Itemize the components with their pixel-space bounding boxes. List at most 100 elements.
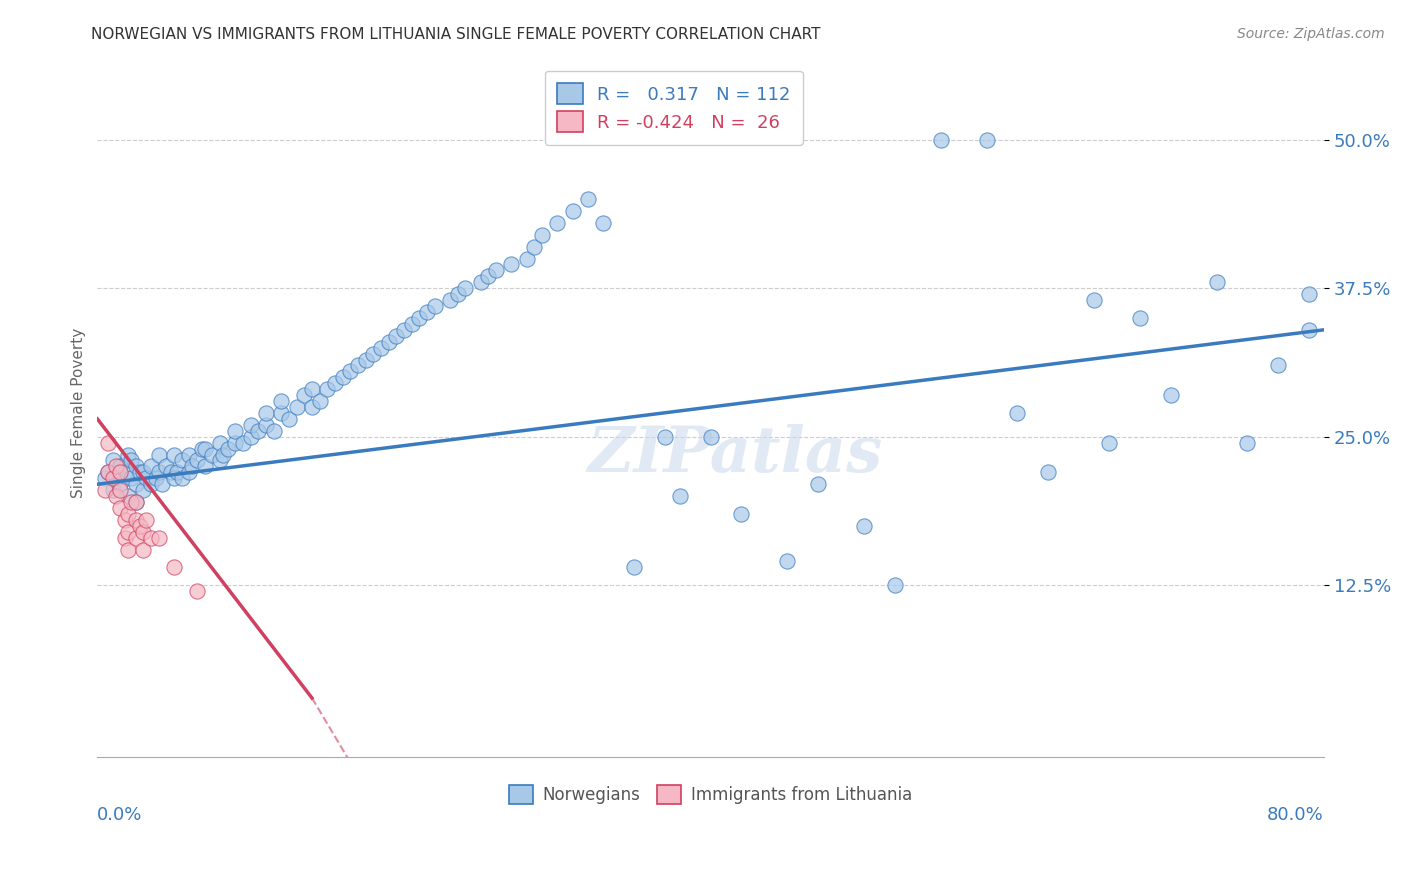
Text: ZIPatlas: ZIPatlas xyxy=(588,424,883,485)
Point xyxy=(370,341,392,355)
Point xyxy=(186,453,208,467)
Point xyxy=(129,466,152,480)
Point xyxy=(166,466,188,480)
Point xyxy=(125,513,148,527)
Point xyxy=(132,483,155,498)
Point xyxy=(224,424,246,438)
Point xyxy=(132,466,155,480)
Point xyxy=(114,513,136,527)
Point xyxy=(186,584,208,599)
Point xyxy=(114,531,136,545)
Point xyxy=(485,263,508,277)
Point xyxy=(416,305,439,319)
Point xyxy=(104,471,127,485)
Point xyxy=(852,518,875,533)
Y-axis label: Single Female Poverty: Single Female Poverty xyxy=(72,328,86,498)
Point xyxy=(339,364,361,378)
Point xyxy=(1129,310,1152,325)
Text: NORWEGIAN VS IMMIGRANTS FROM LITHUANIA SINGLE FEMALE POVERTY CORRELATION CHART: NORWEGIAN VS IMMIGRANTS FROM LITHUANIA S… xyxy=(91,27,821,42)
Point xyxy=(385,328,408,343)
Point xyxy=(190,442,212,456)
Point xyxy=(208,453,231,467)
Point xyxy=(530,227,553,242)
Point xyxy=(148,448,170,462)
Point xyxy=(145,471,167,485)
Point xyxy=(101,471,124,485)
Point xyxy=(1298,287,1320,301)
Point xyxy=(546,216,568,230)
Point xyxy=(163,448,186,462)
Point xyxy=(110,477,132,491)
Point xyxy=(163,471,186,485)
Point xyxy=(120,495,142,509)
Point xyxy=(201,448,224,462)
Point xyxy=(669,489,692,503)
Point xyxy=(110,459,132,474)
Point xyxy=(1298,323,1320,337)
Point xyxy=(423,299,446,313)
Point xyxy=(301,382,323,396)
Point xyxy=(454,281,477,295)
Point xyxy=(377,334,399,349)
Point xyxy=(323,376,346,391)
Point xyxy=(224,435,246,450)
Point xyxy=(212,448,235,462)
Point xyxy=(170,471,193,485)
Point xyxy=(501,258,523,272)
Point xyxy=(94,471,117,485)
Point xyxy=(477,269,499,284)
Point xyxy=(179,448,201,462)
Point xyxy=(170,453,193,467)
Point xyxy=(654,430,676,444)
Point xyxy=(125,495,148,509)
Point xyxy=(623,560,645,574)
Point xyxy=(117,542,139,557)
Point xyxy=(523,240,546,254)
Point xyxy=(354,352,377,367)
Point xyxy=(292,388,315,402)
Point xyxy=(125,531,148,545)
Point xyxy=(576,192,599,206)
Point xyxy=(561,204,583,219)
Point xyxy=(120,453,142,467)
Point xyxy=(408,310,430,325)
Point xyxy=(347,359,370,373)
Text: 80.0%: 80.0% xyxy=(1267,805,1324,823)
Point xyxy=(776,554,799,568)
Point xyxy=(332,370,354,384)
Point xyxy=(232,435,254,450)
Point xyxy=(194,459,217,474)
Point xyxy=(217,442,239,456)
Point xyxy=(1007,406,1029,420)
Point xyxy=(270,406,292,420)
Point xyxy=(163,560,186,574)
Point xyxy=(97,466,120,480)
Point xyxy=(132,524,155,539)
Point xyxy=(270,394,292,409)
Point xyxy=(110,500,132,515)
Point xyxy=(104,489,127,503)
Point xyxy=(1236,435,1258,450)
Point xyxy=(1205,275,1227,289)
Point xyxy=(181,459,204,474)
Point xyxy=(1083,293,1105,307)
Point xyxy=(160,466,183,480)
Point xyxy=(1160,388,1182,402)
Point xyxy=(117,489,139,503)
Point xyxy=(150,477,173,491)
Point xyxy=(97,435,120,450)
Point xyxy=(1098,435,1121,450)
Point xyxy=(392,323,415,337)
Point xyxy=(730,507,752,521)
Point xyxy=(807,477,830,491)
Point xyxy=(125,495,148,509)
Point xyxy=(117,507,139,521)
Point xyxy=(101,453,124,467)
Point xyxy=(139,459,162,474)
Point xyxy=(132,542,155,557)
Text: 0.0%: 0.0% xyxy=(97,805,143,823)
Point xyxy=(516,252,538,266)
Point xyxy=(883,578,905,592)
Point xyxy=(155,459,177,474)
Point xyxy=(446,287,468,301)
